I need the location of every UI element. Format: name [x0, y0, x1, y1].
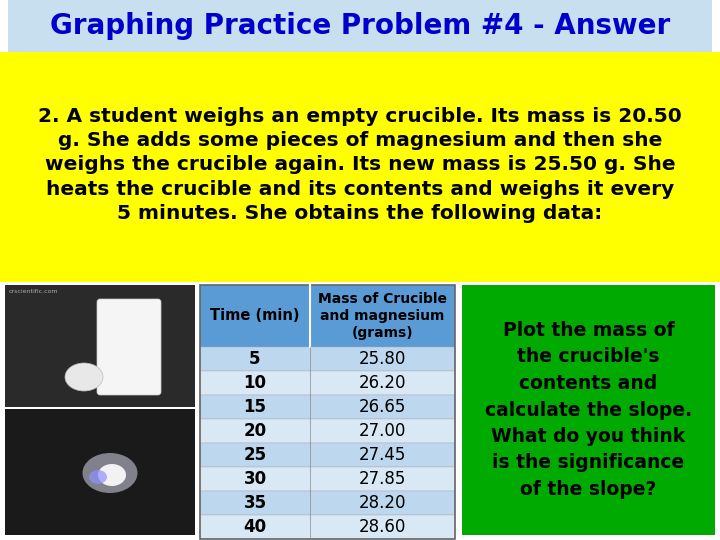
Text: 25.80: 25.80 [359, 350, 406, 368]
Text: 35: 35 [243, 494, 266, 512]
FancyBboxPatch shape [200, 491, 455, 515]
Ellipse shape [89, 470, 107, 484]
Ellipse shape [65, 363, 103, 391]
Text: Time (min): Time (min) [210, 308, 300, 323]
FancyBboxPatch shape [5, 409, 195, 535]
Text: 28.60: 28.60 [359, 518, 406, 536]
FancyBboxPatch shape [0, 282, 720, 540]
FancyBboxPatch shape [200, 419, 455, 443]
FancyBboxPatch shape [200, 371, 455, 395]
Text: 40: 40 [243, 518, 266, 536]
FancyBboxPatch shape [200, 395, 455, 419]
FancyBboxPatch shape [200, 467, 455, 491]
Ellipse shape [83, 453, 138, 493]
FancyBboxPatch shape [200, 443, 455, 467]
Text: 20: 20 [243, 422, 266, 440]
FancyBboxPatch shape [5, 285, 195, 407]
Text: 30: 30 [243, 470, 266, 488]
Text: 28.20: 28.20 [359, 494, 406, 512]
Text: 10: 10 [243, 374, 266, 392]
Text: 26.65: 26.65 [359, 398, 406, 416]
Text: 26.20: 26.20 [359, 374, 406, 392]
FancyBboxPatch shape [462, 285, 715, 535]
Text: 25: 25 [243, 446, 266, 464]
Text: Plot the mass of
the crucible's
contents and
calculate the slope.
What do you th: Plot the mass of the crucible's contents… [485, 321, 692, 499]
Text: 5: 5 [249, 350, 261, 368]
Text: 27.45: 27.45 [359, 446, 406, 464]
Ellipse shape [98, 464, 126, 486]
FancyBboxPatch shape [200, 285, 455, 347]
FancyBboxPatch shape [200, 515, 455, 539]
Text: 27.00: 27.00 [359, 422, 406, 440]
Text: Mass of Crucible
and magnesium
(grams): Mass of Crucible and magnesium (grams) [318, 292, 447, 340]
Text: Graphing Practice Problem #4 - Answer: Graphing Practice Problem #4 - Answer [50, 12, 670, 40]
Text: 15: 15 [243, 398, 266, 416]
Text: 2. A student weighs an empty crucible. Its mass is 20.50
g. She adds some pieces: 2. A student weighs an empty crucible. I… [38, 107, 682, 223]
FancyBboxPatch shape [0, 52, 720, 282]
Text: crscientific.com: crscientific.com [9, 289, 58, 294]
FancyBboxPatch shape [200, 347, 455, 371]
FancyBboxPatch shape [97, 299, 161, 395]
FancyBboxPatch shape [8, 0, 712, 52]
Text: 27.85: 27.85 [359, 470, 406, 488]
